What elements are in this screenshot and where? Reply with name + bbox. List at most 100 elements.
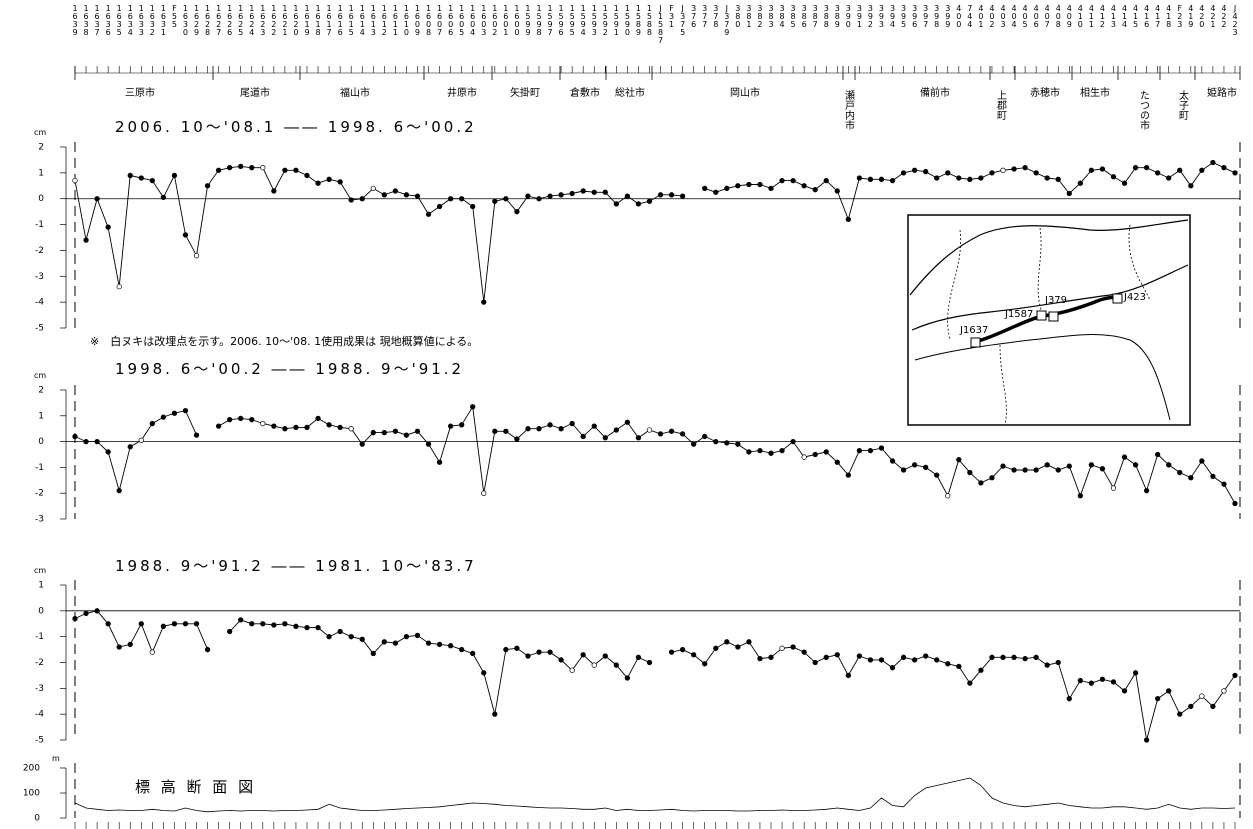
point <box>105 621 111 627</box>
point <box>1000 167 1006 173</box>
station-label: 414 <box>1120 4 1129 28</box>
point <box>856 175 863 181</box>
coast <box>911 264 1189 331</box>
point <box>989 170 995 176</box>
point <box>138 437 144 443</box>
point <box>801 649 807 655</box>
point <box>790 644 796 650</box>
point <box>956 457 962 463</box>
point <box>945 170 951 176</box>
station-label: 1637 <box>93 4 102 36</box>
point <box>227 417 233 423</box>
point <box>702 661 708 667</box>
point <box>105 224 111 230</box>
station-label: 376 <box>689 4 698 28</box>
point <box>1099 466 1106 472</box>
station-label: 386 <box>800 4 809 28</box>
point <box>668 428 675 434</box>
city-label: 赤穂市 <box>1030 86 1060 99</box>
point <box>1044 175 1050 181</box>
point <box>503 646 509 653</box>
point <box>757 655 763 662</box>
point <box>580 433 586 440</box>
point <box>293 623 299 629</box>
point <box>1177 167 1183 173</box>
point <box>823 449 829 455</box>
point <box>1000 463 1006 469</box>
station-label: 418 <box>1164 4 1173 28</box>
map-point <box>1036 310 1047 321</box>
point <box>613 662 619 668</box>
station-label: 1592 <box>601 4 610 36</box>
point <box>238 617 244 623</box>
point <box>1055 176 1061 182</box>
station-label: 1639 <box>71 4 80 36</box>
station-label: 409 <box>1065 4 1074 28</box>
point <box>934 657 940 663</box>
city-label: 姫路市 <box>1207 86 1237 99</box>
point <box>1066 190 1072 197</box>
point <box>204 646 211 653</box>
city-label: たつの市 <box>1138 90 1150 131</box>
point <box>1221 481 1227 487</box>
station-label: 1611 <box>391 4 400 36</box>
station-label: 390 <box>844 4 853 28</box>
point <box>735 441 741 447</box>
point <box>94 196 100 202</box>
point <box>381 429 387 436</box>
point <box>779 177 785 184</box>
point <box>834 188 840 194</box>
point <box>171 172 178 179</box>
point <box>823 177 829 184</box>
point <box>348 426 354 432</box>
point <box>602 653 608 659</box>
point <box>923 464 929 471</box>
point <box>1232 672 1238 679</box>
point <box>1132 462 1139 468</box>
series-line <box>74 777 1236 813</box>
point <box>1232 500 1238 507</box>
point <box>900 654 907 660</box>
point <box>414 428 421 434</box>
station-label: 415 <box>1131 4 1140 28</box>
point <box>790 438 796 445</box>
point <box>83 610 89 617</box>
y-tick-label: 1 <box>38 168 44 178</box>
point <box>679 646 686 653</box>
station-label: 1597 <box>546 4 555 36</box>
point <box>602 435 608 441</box>
point <box>702 433 708 440</box>
unit-label: cm <box>34 128 46 137</box>
point <box>1011 467 1017 473</box>
panel-title: 2006. 10～'08.1 ―― 1998. 6～'00.2 <box>115 118 477 136</box>
station-label: 400 <box>954 4 963 28</box>
station-label: 383 <box>767 4 776 28</box>
point <box>1033 654 1039 660</box>
point <box>392 640 399 646</box>
point <box>72 177 78 184</box>
point <box>1055 659 1061 666</box>
series-line <box>74 610 1236 741</box>
point <box>514 436 520 442</box>
station-label: 1621 <box>280 4 289 36</box>
station-label: 420 <box>1197 4 1206 28</box>
station-label: J375 <box>678 4 687 36</box>
point <box>436 641 443 648</box>
point <box>635 435 642 441</box>
point <box>481 299 487 305</box>
point <box>547 649 553 655</box>
point <box>94 438 100 445</box>
point <box>956 175 962 181</box>
y-tick-label: 200 <box>23 764 40 774</box>
point <box>315 415 321 422</box>
station-label: 394 <box>888 4 897 28</box>
point <box>613 201 619 207</box>
point <box>481 670 487 676</box>
point <box>945 661 951 667</box>
station-label: 408 <box>1054 4 1063 28</box>
map-label: J1637 <box>959 325 988 336</box>
point <box>580 652 586 658</box>
point <box>381 639 387 645</box>
point <box>889 458 896 464</box>
point <box>1088 462 1095 468</box>
